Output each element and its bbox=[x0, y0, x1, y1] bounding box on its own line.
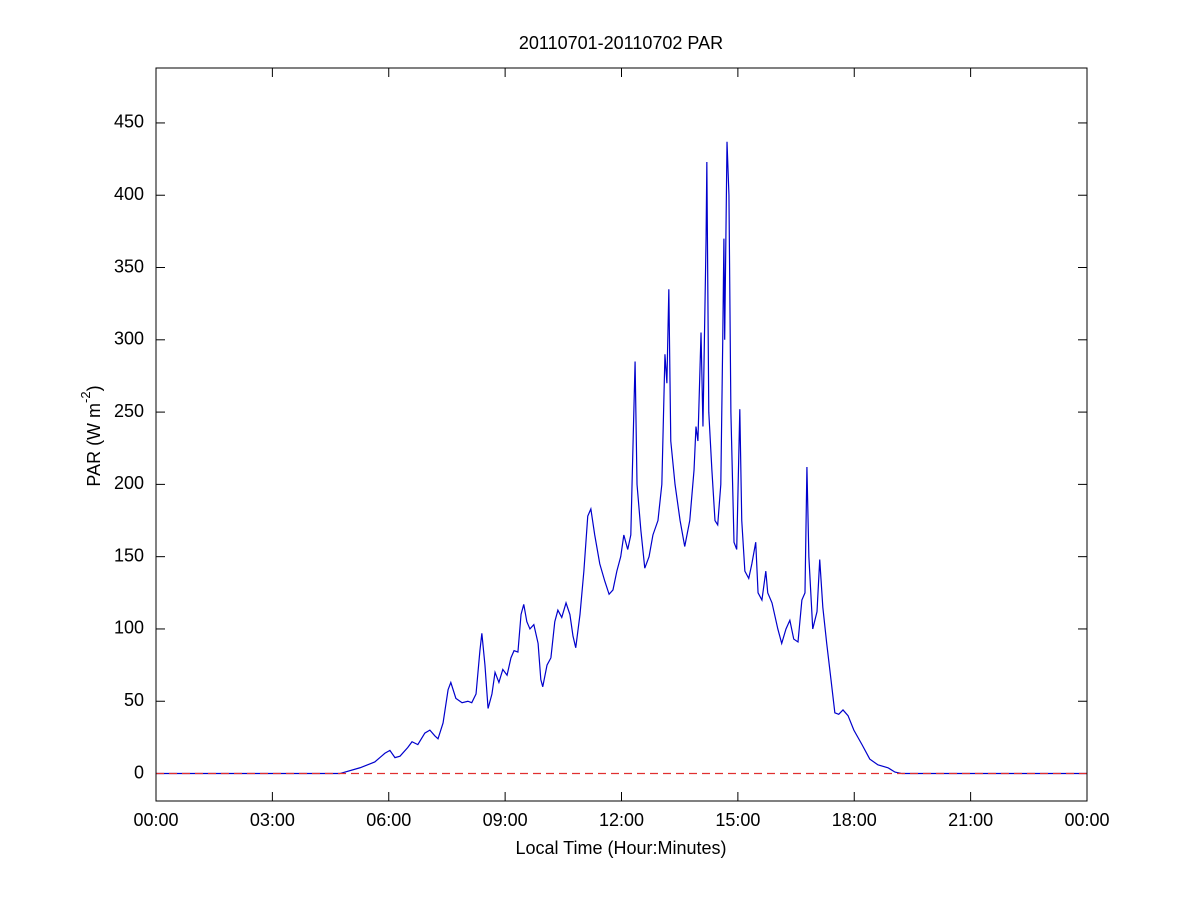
data-line bbox=[156, 141, 1087, 775]
y-tick-label: 200 bbox=[114, 473, 144, 493]
y-tick-label: 250 bbox=[114, 401, 144, 421]
x-tick-label: 12:00 bbox=[599, 810, 644, 830]
y-axis-label: PAR (W m-2) bbox=[78, 385, 103, 486]
x-tick-label: 03:00 bbox=[250, 810, 295, 830]
x-tick-label: 00:00 bbox=[1064, 810, 1109, 830]
x-tick-label: 06:00 bbox=[366, 810, 411, 830]
x-tick-label: 09:00 bbox=[483, 810, 528, 830]
y-tick-label: 50 bbox=[124, 690, 144, 710]
y-axis-label-sup: -2 bbox=[78, 391, 93, 403]
x-tick-label: 18:00 bbox=[832, 810, 877, 830]
y-axis-label-base: PAR (W m bbox=[84, 403, 104, 487]
y-tick-label: 150 bbox=[114, 545, 144, 565]
x-tick-label: 21:00 bbox=[948, 810, 993, 830]
y-tick-label: 400 bbox=[114, 184, 144, 204]
y-axis-label-tail: ) bbox=[84, 385, 104, 391]
x-tick-label: 00:00 bbox=[133, 810, 178, 830]
y-tick-label: 450 bbox=[114, 112, 144, 132]
y-tick-label: 350 bbox=[114, 256, 144, 276]
x-tick-label: 15:00 bbox=[715, 810, 760, 830]
y-tick-label: 0 bbox=[134, 762, 144, 782]
x-axis-label: Local Time (Hour:Minutes) bbox=[515, 838, 726, 858]
y-tick-label: 100 bbox=[114, 618, 144, 638]
chart-title: 20110701-20110702 PAR bbox=[519, 33, 723, 53]
axes-box bbox=[155, 67, 1088, 802]
y-tick-label: 300 bbox=[114, 329, 144, 349]
